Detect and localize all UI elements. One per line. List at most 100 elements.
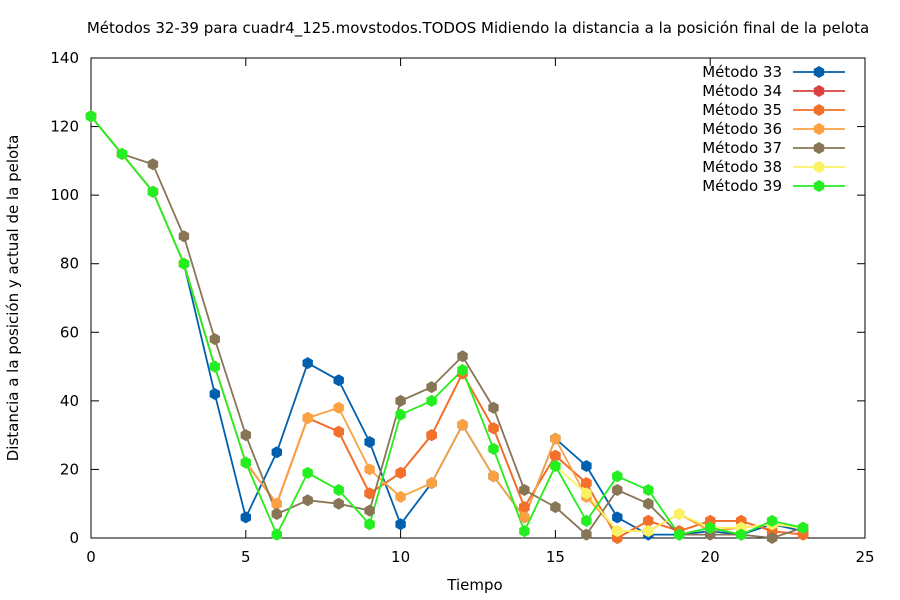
data-point bbox=[209, 333, 220, 346]
y-tick-label: 0 bbox=[69, 529, 79, 547]
legend-marker bbox=[813, 123, 825, 135]
legend-marker bbox=[813, 161, 825, 173]
data-point bbox=[395, 490, 406, 503]
data-point bbox=[147, 185, 159, 198]
legend-label: Método 39 bbox=[702, 177, 782, 195]
y-tick-label: 20 bbox=[60, 460, 79, 478]
data-point bbox=[581, 487, 592, 500]
series-line-1 bbox=[90, 115, 804, 536]
series-lines bbox=[90, 115, 804, 540]
x-tick-label: 10 bbox=[391, 548, 410, 566]
data-point bbox=[581, 514, 592, 527]
legend-marker bbox=[813, 180, 825, 192]
data-point bbox=[797, 521, 809, 534]
y-tick-label: 100 bbox=[50, 186, 79, 204]
legend-marker bbox=[813, 66, 825, 78]
data-point bbox=[674, 528, 685, 541]
data-point bbox=[488, 422, 499, 435]
data-point bbox=[333, 484, 344, 496]
legend-marker bbox=[813, 142, 825, 154]
data-point bbox=[240, 511, 251, 524]
data-point bbox=[612, 525, 623, 538]
data-point bbox=[457, 364, 468, 376]
data-point bbox=[302, 357, 313, 370]
data-point bbox=[736, 528, 747, 541]
data-point bbox=[581, 528, 592, 541]
data-point bbox=[550, 432, 561, 445]
data-point bbox=[147, 158, 159, 171]
data-point bbox=[333, 374, 344, 387]
data-point bbox=[395, 394, 406, 407]
data-point bbox=[426, 394, 437, 407]
legend-label: Método 37 bbox=[702, 139, 782, 157]
data-point bbox=[457, 350, 468, 363]
x-tick-label: 20 bbox=[701, 548, 720, 566]
data-point bbox=[643, 497, 654, 510]
data-point bbox=[271, 446, 282, 459]
data-point bbox=[457, 418, 468, 431]
data-point bbox=[488, 442, 499, 455]
y-tick-label: 40 bbox=[60, 392, 79, 410]
data-point bbox=[271, 508, 282, 520]
data-point bbox=[519, 525, 530, 538]
data-point bbox=[395, 466, 406, 479]
data-point bbox=[519, 511, 530, 524]
data-point bbox=[519, 484, 530, 496]
data-point bbox=[426, 381, 437, 394]
data-point bbox=[395, 408, 406, 421]
data-point bbox=[240, 456, 251, 469]
data-point bbox=[426, 429, 437, 442]
plot-frame bbox=[90, 57, 866, 539]
axis-ticks: 0 5 10 15 20 25 0 20 40 60 80 100 120 140 bbox=[50, 49, 874, 566]
data-point bbox=[271, 528, 282, 541]
x-axis-label: Tiempo bbox=[446, 576, 502, 594]
data-point bbox=[550, 449, 561, 462]
legend-label: Método 36 bbox=[702, 120, 782, 138]
data-point bbox=[116, 148, 128, 160]
data-point bbox=[581, 477, 592, 490]
data-point bbox=[426, 477, 437, 490]
data-point bbox=[643, 484, 654, 496]
series-line-5 bbox=[90, 115, 804, 539]
data-point bbox=[488, 470, 499, 483]
x-tick-label: 5 bbox=[241, 548, 251, 566]
series-points bbox=[85, 110, 809, 544]
data-point bbox=[674, 508, 685, 520]
data-point bbox=[302, 412, 313, 424]
data-point bbox=[302, 494, 313, 507]
legend-marker bbox=[813, 85, 825, 97]
data-point bbox=[612, 470, 623, 483]
data-point bbox=[364, 463, 375, 476]
data-point bbox=[612, 511, 623, 524]
data-point bbox=[519, 501, 530, 514]
x-tick-label: 15 bbox=[546, 548, 565, 566]
legend-label: Método 34 bbox=[702, 82, 782, 100]
y-axis-label: Distancia a la posición y actual de la p… bbox=[4, 135, 22, 462]
data-point bbox=[364, 504, 375, 517]
data-point bbox=[302, 466, 313, 479]
legend-label: Método 33 bbox=[702, 63, 782, 81]
data-point bbox=[178, 257, 190, 270]
data-point bbox=[364, 436, 375, 448]
data-point bbox=[209, 360, 220, 373]
data-point bbox=[612, 484, 623, 496]
legend-marker bbox=[813, 104, 825, 116]
data-point bbox=[333, 497, 344, 510]
x-tick-label: 0 bbox=[86, 548, 96, 566]
data-point bbox=[209, 388, 220, 400]
data-point bbox=[488, 401, 499, 414]
data-point bbox=[550, 501, 561, 514]
data-point bbox=[550, 460, 561, 472]
legend-label: Método 38 bbox=[702, 158, 782, 176]
data-point bbox=[766, 514, 778, 527]
series-line-2 bbox=[90, 115, 804, 540]
data-point bbox=[643, 514, 654, 527]
chart-title: Métodos 32-39 para cuadr4_125.movstodos.… bbox=[87, 19, 869, 38]
y-tick-label: 60 bbox=[60, 323, 79, 341]
y-tick-label: 140 bbox=[50, 49, 79, 67]
data-point bbox=[581, 460, 592, 472]
data-point bbox=[364, 487, 375, 500]
x-tick-label: 25 bbox=[855, 548, 874, 566]
y-tick-label: 80 bbox=[60, 255, 79, 273]
